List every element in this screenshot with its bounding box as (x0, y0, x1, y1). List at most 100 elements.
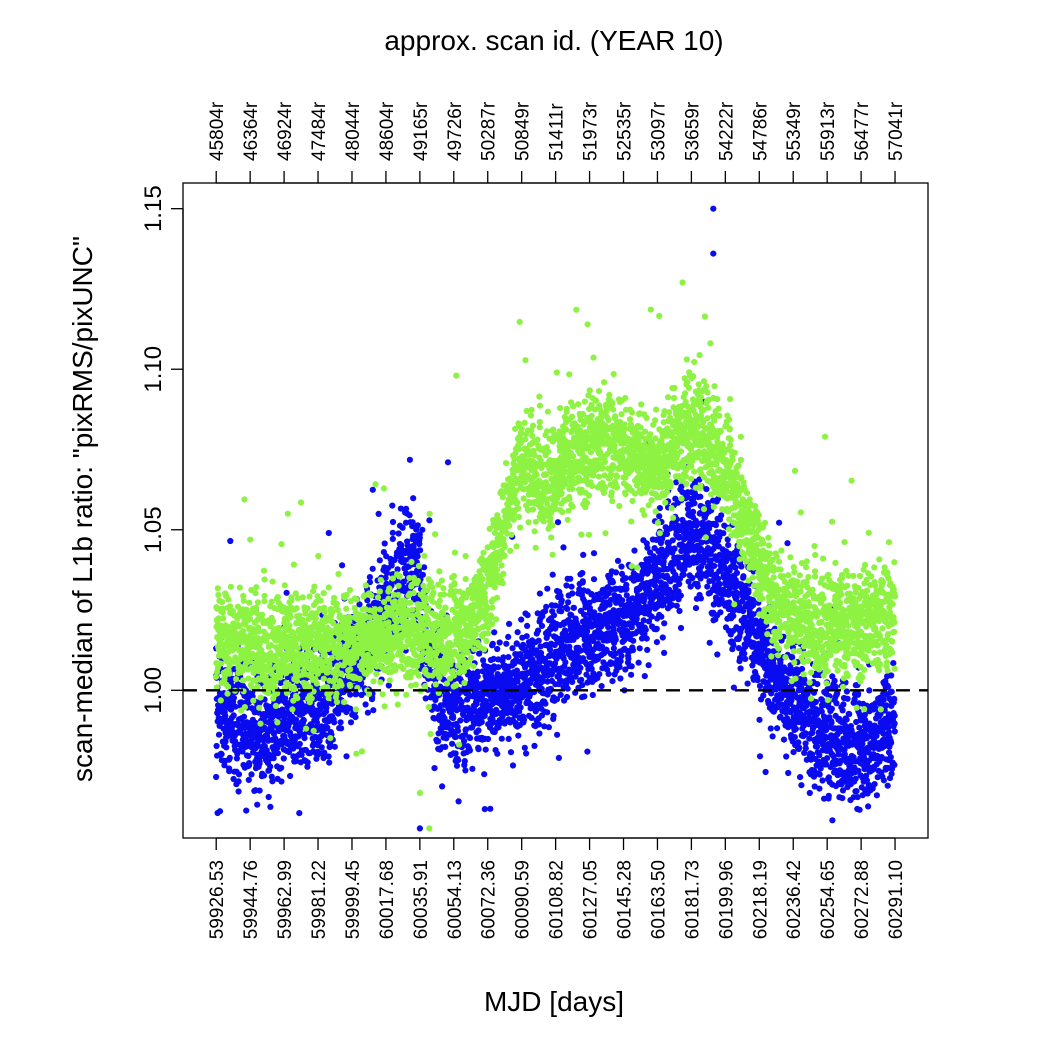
data-point (745, 587, 752, 594)
data-point (261, 598, 268, 605)
data-point (714, 651, 721, 658)
data-point (784, 540, 791, 547)
data-point (840, 701, 847, 708)
data-point (320, 590, 327, 597)
data-point (520, 716, 528, 724)
data-point (454, 727, 462, 735)
data-point (389, 502, 396, 509)
data-point (269, 618, 277, 625)
data-point (677, 592, 684, 599)
data-point (474, 673, 481, 680)
data-point (213, 742, 220, 750)
data-point (725, 542, 732, 549)
data-point (661, 649, 668, 657)
data-point (891, 728, 898, 735)
data-point (240, 677, 247, 684)
data-point (313, 680, 320, 687)
data-point (225, 683, 232, 690)
data-point (880, 777, 888, 784)
data-point (605, 624, 612, 631)
data-point (455, 798, 462, 805)
data-point (321, 652, 328, 659)
data-point (737, 665, 744, 672)
data-point (543, 603, 550, 610)
data-point (630, 637, 637, 644)
data-point (891, 696, 898, 703)
data-point (414, 522, 421, 529)
data-point (419, 571, 426, 578)
data-point (825, 792, 832, 799)
data-point (697, 595, 705, 602)
data-point (491, 629, 498, 636)
data-point (217, 697, 224, 704)
data-point (368, 696, 376, 703)
data-point (555, 754, 563, 762)
data-point (245, 776, 252, 784)
data-point (241, 496, 248, 503)
data-point (609, 579, 617, 586)
series-0-points (213, 205, 898, 832)
data-point (884, 782, 891, 789)
data-point (692, 605, 700, 612)
data-point (255, 709, 262, 716)
data-point (814, 743, 821, 750)
data-point (733, 569, 741, 577)
data-point (774, 725, 781, 732)
data-point (338, 671, 345, 678)
data-point (545, 724, 553, 731)
data-point (219, 609, 226, 616)
data-point (554, 519, 562, 526)
data-point (871, 781, 878, 788)
data-point (509, 762, 517, 769)
data-point (230, 775, 237, 783)
data-point (564, 685, 571, 692)
data-point (716, 581, 723, 588)
data-point (316, 711, 323, 718)
data-point (287, 614, 294, 621)
data-point (453, 762, 461, 769)
data-point (317, 597, 324, 604)
outlier-point (710, 250, 717, 257)
data-point (536, 730, 543, 737)
data-point (388, 562, 395, 569)
data-point (562, 659, 569, 666)
data-point (369, 486, 376, 493)
data-point (839, 707, 846, 714)
data-point (306, 593, 313, 600)
data-point (325, 584, 332, 591)
data-point (531, 742, 538, 750)
data-point (568, 583, 575, 590)
data-point (248, 771, 255, 778)
outlier-point (710, 205, 717, 212)
data-point (478, 719, 485, 726)
data-point (461, 758, 468, 765)
data-point (732, 564, 739, 571)
data-point (253, 584, 260, 591)
data-point (563, 693, 571, 701)
data-point (645, 662, 652, 669)
data-point (629, 647, 637, 654)
data-point (816, 785, 823, 792)
data-point (399, 524, 406, 531)
data-point (706, 639, 713, 646)
data-point (369, 565, 376, 572)
data-point (856, 806, 863, 813)
data-point (496, 639, 503, 646)
data-point (780, 736, 788, 743)
data-point (635, 659, 642, 666)
data-point (219, 598, 226, 606)
data-point (767, 725, 774, 732)
data-point (409, 519, 416, 526)
data-point (515, 732, 522, 739)
data-point (542, 700, 549, 707)
data-point (653, 625, 660, 632)
data-point (313, 719, 320, 726)
data-point (614, 557, 622, 565)
data-point (274, 594, 281, 601)
data-point (320, 675, 327, 682)
data-point (394, 566, 401, 573)
data-point (233, 755, 240, 762)
data-point (560, 544, 567, 551)
data-point (278, 778, 285, 785)
data-point (718, 512, 725, 519)
